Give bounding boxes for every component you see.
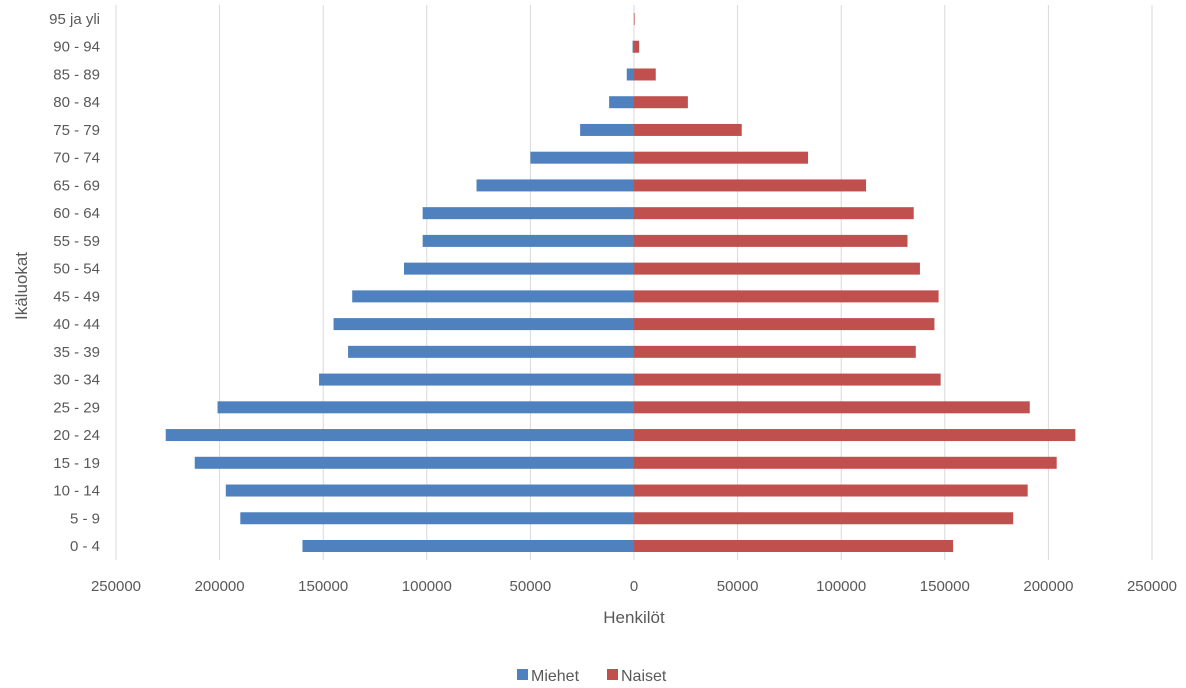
bar-naiset bbox=[634, 179, 867, 192]
bar-miehet bbox=[422, 207, 634, 220]
bar-miehet bbox=[302, 540, 634, 552]
bar-miehet bbox=[580, 123, 634, 136]
bar-naiset bbox=[634, 345, 916, 358]
legend-swatch-miehet bbox=[517, 669, 528, 680]
x-tick-label: 200000 bbox=[1023, 578, 1073, 595]
y-tick-label: 15 - 19 bbox=[53, 455, 100, 472]
y-tick-label: 25 - 29 bbox=[53, 399, 100, 416]
bar-naiset bbox=[634, 401, 1030, 414]
x-tick-label: 200000 bbox=[195, 578, 245, 595]
bar-naiset bbox=[634, 123, 742, 136]
bar-miehet bbox=[626, 68, 634, 81]
bar-naiset bbox=[634, 512, 1014, 525]
y-tick-label: 5 - 9 bbox=[70, 510, 100, 527]
bar-naiset bbox=[634, 234, 908, 247]
bar-naiset bbox=[634, 151, 809, 164]
x-tick-label: 100000 bbox=[816, 578, 866, 595]
x-tick-label: 100000 bbox=[402, 578, 452, 595]
y-tick-label: 90 - 94 bbox=[53, 39, 100, 56]
legend-swatch-naiset bbox=[607, 669, 618, 680]
legend-label-miehet: Miehet bbox=[531, 668, 580, 685]
bar-naiset bbox=[634, 540, 954, 552]
y-tick-label: 45 - 49 bbox=[53, 288, 100, 305]
y-tick-label: 30 - 34 bbox=[53, 372, 100, 389]
bar-miehet bbox=[352, 290, 634, 303]
bar-miehet bbox=[333, 318, 634, 331]
x-tick-labels: 250000 200000 150000 100000 50000 0 50000 10000… bbox=[91, 578, 1177, 595]
y-tick-labels: 0 - 4 5 - 9 10 - 14 15 - 19 20 - 24 25 - 29 30… bbox=[49, 11, 100, 555]
y-tick-label: 95 ja yli bbox=[49, 11, 100, 28]
bar-miehet bbox=[225, 484, 635, 497]
bar-naiset bbox=[634, 456, 1057, 469]
gridlines bbox=[115, 5, 1153, 560]
bar-naiset bbox=[634, 96, 688, 109]
bar-miehet bbox=[404, 262, 634, 275]
bar-miehet bbox=[348, 345, 634, 358]
bar-miehet bbox=[319, 373, 634, 386]
bar-miehet bbox=[194, 456, 634, 469]
x-tick-label: 50000 bbox=[510, 578, 552, 595]
bar-naiset bbox=[634, 429, 1076, 442]
y-tick-label: 80 - 84 bbox=[53, 94, 100, 111]
x-tick-label: 50000 bbox=[717, 578, 759, 595]
y-tick-label: 85 - 89 bbox=[53, 66, 100, 83]
y-tick-label: 40 - 44 bbox=[53, 316, 100, 333]
bar-naiset bbox=[634, 68, 656, 81]
bar-miehet bbox=[476, 179, 634, 192]
bar-naiset bbox=[634, 484, 1028, 497]
y-tick-label: 0 - 4 bbox=[70, 538, 100, 555]
x-tick-label: 250000 bbox=[91, 578, 141, 595]
bar-miehet bbox=[217, 401, 634, 414]
x-tick-label: 250000 bbox=[1127, 578, 1177, 595]
y-tick-label: 55 - 59 bbox=[53, 233, 100, 250]
bar-miehet bbox=[609, 96, 634, 109]
bar-naiset bbox=[634, 13, 635, 25]
bar-miehet bbox=[530, 151, 634, 164]
bar-naiset bbox=[634, 262, 920, 275]
legend-label-naiset: Naiset bbox=[621, 668, 667, 685]
y-tick-label: 20 - 24 bbox=[53, 427, 100, 444]
bar-miehet bbox=[632, 40, 634, 53]
bar-miehet bbox=[422, 234, 634, 247]
y-tick-label: 70 - 74 bbox=[53, 150, 100, 167]
y-tick-label: 60 - 64 bbox=[53, 205, 100, 222]
y-tick-label: 50 - 54 bbox=[53, 261, 100, 278]
y-tick-label: 65 - 69 bbox=[53, 177, 100, 194]
y-axis-title: Ikäluokat bbox=[12, 252, 31, 320]
bar-naiset bbox=[634, 40, 640, 53]
y-tick-label: 10 - 14 bbox=[53, 483, 100, 500]
x-tick-label: 0 bbox=[630, 578, 638, 595]
y-tick-label: 75 - 79 bbox=[53, 122, 100, 139]
bar-miehet bbox=[165, 429, 634, 442]
bars bbox=[165, 13, 1076, 552]
y-tick-label: 35 - 39 bbox=[53, 344, 100, 361]
bar-miehet bbox=[240, 512, 634, 525]
bar-naiset bbox=[634, 373, 941, 386]
bar-naiset bbox=[634, 207, 914, 220]
bar-naiset bbox=[634, 318, 935, 331]
legend: Miehet Naiset bbox=[517, 668, 667, 685]
x-axis-title: Henkilöt bbox=[603, 608, 665, 627]
x-tick-label: 150000 bbox=[920, 578, 970, 595]
bar-naiset bbox=[634, 290, 939, 303]
x-tick-label: 150000 bbox=[298, 578, 348, 595]
